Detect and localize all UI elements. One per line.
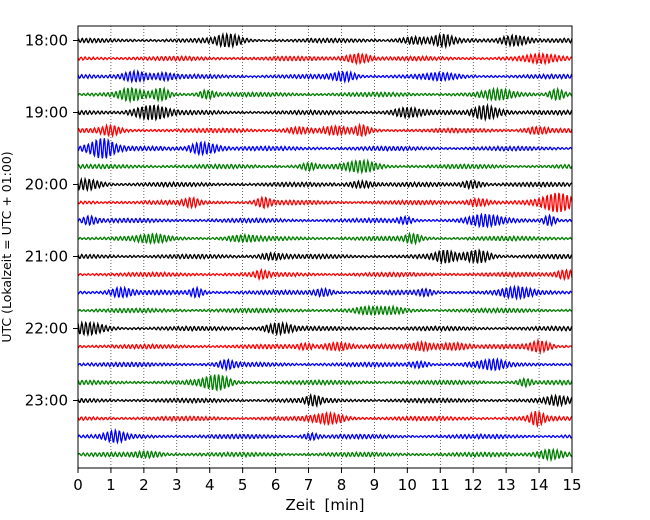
x-tick-label: 4 (205, 476, 215, 494)
y-tick-label: 23:00 (25, 392, 68, 410)
plot-frame (77, 25, 573, 469)
x-tick-label: 8 (337, 476, 347, 494)
x-tick-label: 12 (464, 476, 483, 494)
seismogram-trace (77, 267, 573, 282)
y-tick-label: 21:00 (25, 248, 68, 266)
x-tick-label: 6 (271, 476, 281, 494)
y-tick-label: 20:00 (25, 176, 68, 194)
seismogram-trace (77, 68, 573, 84)
y-tick-layer: 18:00 19:00 20:00 21:00 22:00 23:00 (25, 32, 78, 410)
y-tick-label: 19:00 (25, 104, 68, 122)
seismogram-trace (77, 158, 573, 175)
plot-background (78, 26, 572, 468)
x-axis-label: Zeit [min] (285, 496, 364, 514)
x-tick-label: 9 (370, 476, 380, 494)
x-tick-label: 10 (398, 476, 417, 494)
seismogram-trace (77, 392, 573, 409)
seismogram-trace (77, 86, 573, 104)
seismogram-trace (77, 447, 573, 463)
seismogram-trace (77, 31, 573, 50)
x-tick-label: 1 (106, 476, 116, 494)
seismogram-trace (77, 231, 573, 246)
x-tick-label: 11 (431, 476, 450, 494)
x-tick-label: 2 (139, 476, 149, 494)
x-tick-label: 3 (172, 476, 182, 494)
seismogram-trace (77, 137, 573, 160)
seismogram-trace (77, 212, 573, 229)
seismogram-trace (77, 102, 573, 123)
seismogram-trace (77, 357, 573, 373)
seismogram-trace (77, 320, 573, 337)
trace-layer (77, 31, 573, 463)
seismogram-trace (77, 304, 573, 317)
seismogram-trace (77, 374, 573, 392)
x-tick-label: 13 (497, 476, 516, 494)
seismogram-trace (77, 176, 573, 193)
x-tick-layer: 0 1 2 3 4 5 6 7 8 9 10 11 12 13 14 15 (73, 468, 582, 494)
seismogram-trace (77, 192, 573, 213)
seismogram-trace (77, 410, 573, 429)
x-tick-label: 0 (73, 476, 83, 494)
x-tick-label: 5 (238, 476, 248, 494)
x-tick-label: 7 (304, 476, 314, 494)
seismogram-trace (77, 338, 573, 356)
seismogram-trace (77, 51, 573, 66)
seismogram-trace (77, 427, 573, 445)
y-axis-label: UTC (Lokalzeit = UTC + 01:00) (0, 151, 14, 342)
seismogram-trace (77, 284, 573, 301)
seismogram-trace (77, 122, 573, 139)
y-tick-label: 18:00 (25, 32, 68, 50)
x-tick-label: 14 (530, 476, 549, 494)
x-tick-label: 15 (562, 476, 581, 494)
seismogram-trace (77, 248, 573, 265)
y-tick-label: 22:00 (25, 320, 68, 338)
